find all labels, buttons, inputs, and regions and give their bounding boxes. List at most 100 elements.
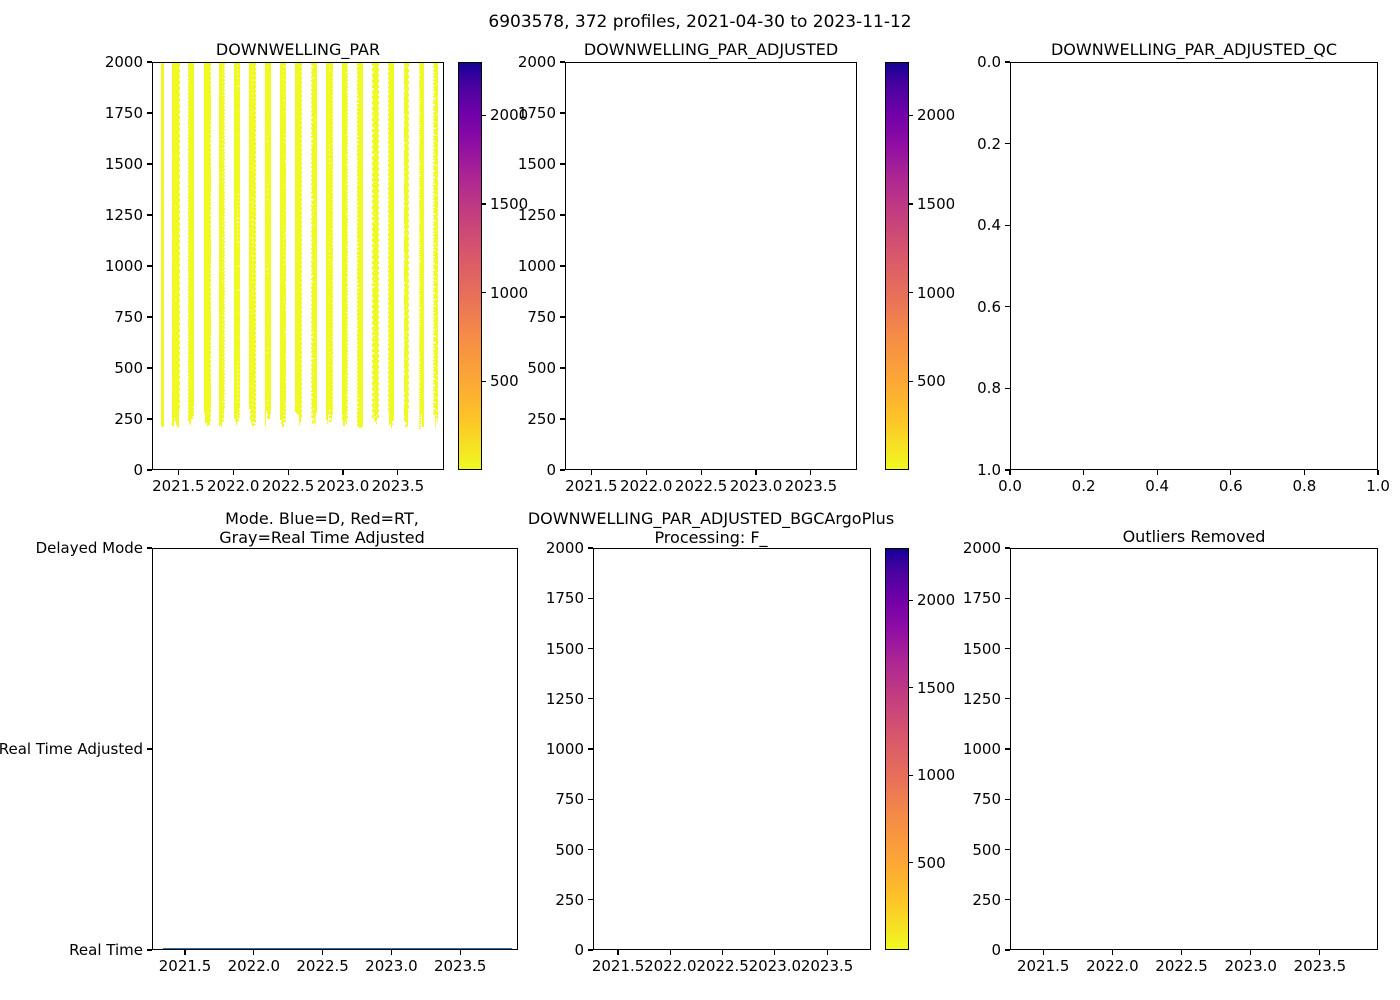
- profile-trace: [342, 63, 344, 420]
- colorbar-tick-mark: [909, 687, 913, 689]
- profile-trace: [421, 63, 423, 413]
- profile-trace: [249, 63, 251, 409]
- x-tick-mark: [232, 470, 234, 475]
- profile-trace: [315, 63, 318, 409]
- subplot-title-p5: DOWNWELLING_PAR_ADJUSTED_BGCArgoPlus Proc…: [518, 509, 904, 547]
- y-tick-mark: [588, 949, 593, 951]
- profile-trace: [358, 63, 360, 425]
- y-tick-label: 500: [555, 840, 584, 859]
- profile-trace: [176, 63, 179, 428]
- profile-trace: [357, 63, 359, 428]
- profile-trace: [253, 63, 255, 421]
- x-tick-label: 2023.5: [371, 477, 425, 495]
- colorbar-tick-mark: [482, 292, 486, 294]
- colorbar-tick-label: 1500: [917, 678, 956, 697]
- x-tick-mark: [287, 470, 289, 475]
- colorbar-p2: [885, 62, 909, 470]
- x-tick-mark: [1083, 470, 1085, 475]
- y-tick-mark: [588, 848, 593, 851]
- colorbar-tick-label: 2000: [490, 106, 529, 125]
- x-tick-mark: [700, 470, 702, 475]
- y-tick-mark: [560, 265, 565, 267]
- profile-trace: [209, 63, 211, 422]
- x-tick-mark: [1042, 950, 1044, 955]
- y-tick-mark: [560, 61, 565, 63]
- profile-trace: [343, 63, 345, 426]
- plot-area-p4[interactable]: [152, 548, 518, 950]
- x-tick-mark: [1180, 950, 1183, 955]
- data-points-p5: [594, 549, 870, 949]
- profile-trace: [204, 63, 207, 419]
- x-tick-mark: [1111, 950, 1113, 955]
- profile-trace: [298, 63, 301, 425]
- y-tick-label: 1500: [545, 639, 584, 658]
- plot-area-p5[interactable]: [593, 548, 871, 950]
- y-tick-mark: [560, 469, 565, 471]
- x-tick-label: 2021.5: [152, 477, 205, 495]
- x-tick-label: 2022.0: [206, 477, 260, 495]
- y-tick-mark: [1005, 748, 1010, 750]
- profile-trace: [250, 63, 252, 420]
- colorbar-tick-label: 1500: [917, 194, 956, 213]
- profile-trace: [171, 63, 174, 427]
- profile-trace: [311, 63, 314, 426]
- y-tick-mark: [147, 163, 152, 165]
- profile-trace: [206, 63, 209, 427]
- profile-trace: [345, 63, 348, 425]
- x-tick-label: 2021.5: [1016, 957, 1070, 975]
- x-tick-label: 2023.5: [1293, 957, 1347, 975]
- y-tick-mark: [147, 367, 152, 369]
- profile-trace: [359, 63, 361, 429]
- profile-trace: [267, 63, 270, 420]
- x-tick-label: 0.2: [1071, 477, 1096, 495]
- profile-trace: [221, 63, 224, 422]
- profile-trace: [237, 63, 240, 415]
- x-tick-label: 2023.0: [748, 957, 802, 975]
- profile-trace: [436, 63, 439, 423]
- plot-area-p2[interactable]: [565, 62, 857, 470]
- y-tick-label: 1750: [104, 104, 143, 122]
- profile-trace: [372, 63, 375, 411]
- x-tick-mark: [774, 950, 776, 955]
- profile-trace: [189, 63, 191, 423]
- profile-trace: [172, 63, 175, 418]
- x-tick-mark: [390, 950, 392, 955]
- y-tick-label: 0.2: [977, 134, 1001, 153]
- profile-trace: [342, 63, 345, 423]
- y-tick-mark: [1005, 597, 1010, 599]
- profile-trace: [173, 63, 176, 422]
- x-tick-label: 2022.0: [619, 477, 673, 495]
- profile-trace: [235, 63, 238, 426]
- x-tick-mark: [1250, 950, 1252, 955]
- profile-trace: [313, 63, 316, 418]
- x-tick-mark: [1230, 470, 1232, 475]
- y-tick-label: 1.0: [977, 461, 1001, 479]
- profile-trace: [192, 63, 194, 418]
- x-tick-mark: [617, 950, 619, 955]
- y-tick-mark: [1005, 647, 1010, 650]
- plot-area-p3[interactable]: [1010, 62, 1378, 470]
- profile-trace: [327, 63, 330, 416]
- y-tick-mark: [1005, 949, 1010, 951]
- y-tick-label: 250: [555, 890, 584, 909]
- subplot-title-p4: Mode. Blue=D, Red=RT, Gray=Real Time Adju…: [152, 509, 492, 547]
- profile-trace: [329, 63, 332, 412]
- y-tick-label-mode: Real Time: [69, 941, 143, 959]
- profile-trace: [341, 63, 344, 416]
- y-tick-label: 0: [991, 941, 1001, 959]
- colorbar-tick-mark: [482, 380, 486, 382]
- y-tick-label: 0.6: [977, 297, 1001, 316]
- y-tick-label: 250: [527, 410, 556, 428]
- profile-trace: [191, 63, 194, 417]
- plot-area-p1[interactable]: [152, 62, 444, 470]
- data-points-p6: [1011, 549, 1377, 949]
- profile-trace: [376, 63, 378, 415]
- y-tick-mark: [588, 647, 593, 650]
- plot-area-p6[interactable]: [1010, 548, 1378, 950]
- profile-trace: [221, 63, 223, 422]
- profile-trace: [405, 63, 408, 427]
- x-tick-mark: [342, 470, 344, 475]
- x-tick-mark: [253, 950, 255, 955]
- profile-trace: [359, 63, 362, 410]
